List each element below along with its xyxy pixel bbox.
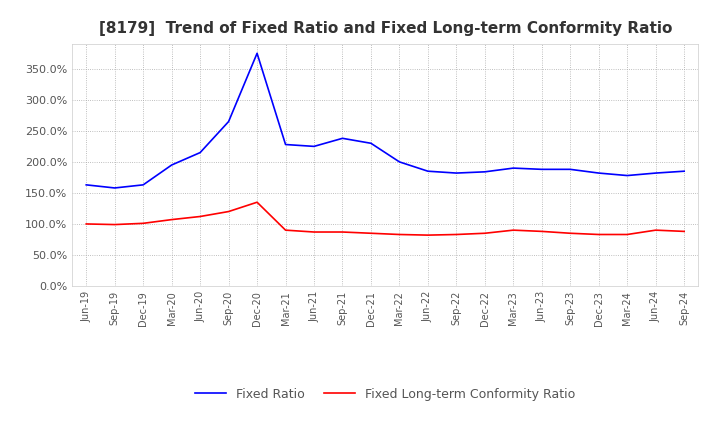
Title: [8179]  Trend of Fixed Ratio and Fixed Long-term Conformity Ratio: [8179] Trend of Fixed Ratio and Fixed Lo… xyxy=(99,21,672,36)
Fixed Long-term Conformity Ratio xyxy=(680,229,688,234)
Fixed Long-term Conformity Ratio xyxy=(196,214,204,219)
Fixed Long-term Conformity Ratio xyxy=(82,221,91,227)
Fixed Ratio xyxy=(366,141,375,146)
Fixed Long-term Conformity Ratio xyxy=(537,229,546,234)
Fixed Ratio xyxy=(423,169,432,174)
Fixed Ratio xyxy=(480,169,489,175)
Fixed Long-term Conformity Ratio xyxy=(652,227,660,233)
Fixed Long-term Conformity Ratio xyxy=(566,231,575,236)
Line: Fixed Long-term Conformity Ratio: Fixed Long-term Conformity Ratio xyxy=(86,202,684,235)
Fixed Ratio xyxy=(82,182,91,187)
Fixed Ratio xyxy=(139,182,148,187)
Fixed Ratio xyxy=(225,119,233,124)
Fixed Ratio xyxy=(595,170,603,176)
Fixed Long-term Conformity Ratio xyxy=(282,227,290,233)
Fixed Long-term Conformity Ratio xyxy=(480,231,489,236)
Line: Fixed Ratio: Fixed Ratio xyxy=(86,53,684,188)
Legend: Fixed Ratio, Fixed Long-term Conformity Ratio: Fixed Ratio, Fixed Long-term Conformity … xyxy=(190,383,580,406)
Fixed Long-term Conformity Ratio xyxy=(423,232,432,238)
Fixed Ratio xyxy=(537,167,546,172)
Fixed Ratio xyxy=(167,162,176,168)
Fixed Long-term Conformity Ratio xyxy=(139,221,148,226)
Fixed Long-term Conformity Ratio xyxy=(595,232,603,237)
Fixed Long-term Conformity Ratio xyxy=(509,227,518,233)
Fixed Ratio xyxy=(253,51,261,56)
Fixed Long-term Conformity Ratio xyxy=(110,222,119,227)
Fixed Long-term Conformity Ratio xyxy=(338,229,347,235)
Fixed Ratio xyxy=(680,169,688,174)
Fixed Ratio xyxy=(282,142,290,147)
Fixed Ratio xyxy=(452,170,461,176)
Fixed Ratio xyxy=(338,136,347,141)
Fixed Long-term Conformity Ratio xyxy=(452,232,461,237)
Fixed Ratio xyxy=(110,185,119,191)
Fixed Long-term Conformity Ratio xyxy=(253,200,261,205)
Fixed Long-term Conformity Ratio xyxy=(310,229,318,235)
Fixed Ratio xyxy=(310,144,318,149)
Fixed Ratio xyxy=(196,150,204,155)
Fixed Ratio xyxy=(395,159,404,165)
Fixed Ratio xyxy=(652,170,660,176)
Fixed Ratio xyxy=(509,165,518,171)
Fixed Long-term Conformity Ratio xyxy=(623,232,631,237)
Fixed Long-term Conformity Ratio xyxy=(167,217,176,222)
Fixed Long-term Conformity Ratio xyxy=(366,231,375,236)
Fixed Ratio xyxy=(566,167,575,172)
Fixed Long-term Conformity Ratio xyxy=(395,232,404,237)
Fixed Long-term Conformity Ratio xyxy=(225,209,233,214)
Fixed Ratio xyxy=(623,173,631,178)
